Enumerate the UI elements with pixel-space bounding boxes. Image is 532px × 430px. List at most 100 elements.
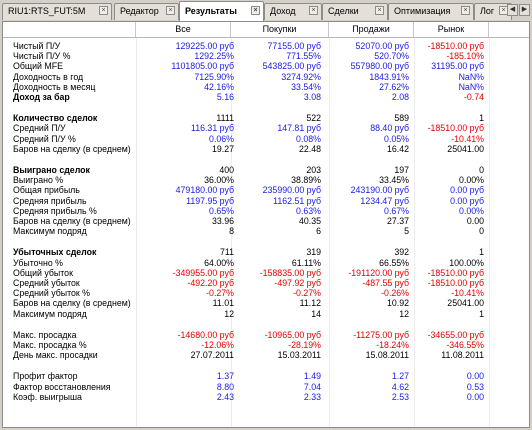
cell-value: 88.40 руб	[370, 123, 409, 134]
column-header[interactable]: Покупки	[231, 22, 329, 37]
tab-label: Оптимизация	[394, 6, 451, 16]
column-header[interactable]: Рынок	[414, 22, 489, 37]
cell-value: 479180.00 руб	[175, 185, 234, 196]
cell-value: 7125.90%	[194, 71, 234, 82]
cell-value: 1292.25%	[194, 51, 234, 62]
column-header[interactable]: Все	[136, 22, 231, 37]
tab-label: Сделки	[328, 6, 359, 16]
section-row: Убыточных сделок 711 319 392 1	[3, 247, 529, 257]
table-row: Общий MFE 1101805.00 руб 543825.00 руб 5579…	[3, 61, 529, 71]
row-label: Максимум подряд	[13, 308, 87, 319]
cell-value: 11.12	[299, 298, 321, 309]
table-row: Средний П/У 116.31 руб 147.81 руб 88.40 руб…	[3, 123, 529, 133]
tab-label: Редактор	[120, 6, 159, 16]
cell-value: 0	[479, 226, 484, 237]
cell-value: 2.08	[391, 92, 409, 102]
table-row: Убыточно % 64.00% 61.11% 66.55% 100.00%	[3, 258, 529, 268]
row-label: Баров на сделку (в среднем)	[13, 216, 131, 226]
cell-value: 0.00	[466, 391, 484, 402]
table-row: Общий убыток -349955.00 руб -158835.00 руб…	[3, 268, 529, 278]
cell-value: 100.00%	[449, 257, 484, 268]
close-icon[interactable]: ×	[166, 6, 175, 15]
cell-value: 4.62	[391, 381, 409, 392]
row-label: Средний П/У	[13, 123, 66, 134]
cell-value: 1197.95 руб	[186, 195, 234, 206]
table-row: Максимум подряд 8 6 5 0	[3, 226, 529, 236]
close-icon[interactable]: ×	[251, 6, 260, 15]
cell-value: 0.08%	[296, 133, 321, 144]
row-label: Убыточных сделок	[13, 247, 97, 258]
cell-value: 42.16%	[204, 81, 234, 92]
cell-value: -10.41%	[451, 133, 484, 144]
row-label: Доходность в месяц	[13, 81, 96, 92]
cell-value: 25041.00	[447, 298, 484, 309]
tab-label: RIU1:RTS_FUT:5M	[8, 6, 86, 16]
table-row: Фактор восстановления 8.80 7.04 4.62 0.53	[3, 382, 529, 392]
cell-value: 19.27	[211, 143, 234, 154]
cell-value: 0.65%	[209, 205, 234, 216]
cell-value: 10.92	[386, 298, 409, 309]
tab-label: Доход	[270, 6, 296, 16]
cell-value: 0.00	[466, 216, 484, 226]
cell-value: 16.42	[386, 143, 409, 154]
cell-value: -12.06%	[201, 340, 234, 350]
row-label: Общий убыток	[13, 267, 73, 278]
cell-value: -18.24%	[376, 340, 409, 350]
cell-value: 235990.00 руб	[262, 185, 321, 196]
cell-value: -18510.00 руб	[427, 41, 484, 51]
cell-value: 197	[394, 165, 409, 175]
column-divider	[136, 38, 137, 427]
cell-value: -11275.00 руб	[353, 329, 409, 340]
scroll-left-icon[interactable]: ◀	[507, 4, 518, 16]
close-icon[interactable]: ×	[461, 6, 470, 15]
tab-income[interactable]: Доход ×	[264, 3, 322, 20]
scroll-right-icon[interactable]: ▶	[519, 4, 530, 16]
cell-value: -191120.00 руб	[348, 267, 409, 278]
cell-value: -158835.00 руб	[259, 267, 321, 278]
column-divider	[489, 38, 490, 427]
table-row: Баров на сделку (в среднем) 33.96 40.35 27.…	[3, 216, 529, 226]
column-header[interactable]: Продажи	[329, 22, 414, 37]
cell-value: 557980.00 руб	[350, 61, 409, 72]
row-label: Средний убыток %	[13, 288, 91, 299]
tab-trades[interactable]: Сделки ×	[322, 3, 388, 20]
cell-value: 22.48	[298, 143, 321, 154]
cell-value: 1111	[216, 113, 234, 124]
close-icon[interactable]: ×	[375, 6, 384, 15]
cell-value: 1843.91%	[369, 71, 409, 82]
cell-value: -487.55 руб	[362, 278, 409, 288]
cell-value: 11.01	[212, 298, 234, 309]
row-label: Количество сделок	[13, 113, 98, 124]
cell-value: 0.67%	[384, 205, 409, 216]
row-label: Коэф. выигрыша	[13, 391, 82, 402]
tab-riu1-rts-fut[interactable]: RIU1:RTS_FUT:5M ×	[2, 3, 112, 20]
cell-value: 66.55%	[379, 257, 409, 268]
cell-value: 3.08	[303, 92, 321, 102]
cell-value: 1	[479, 308, 484, 319]
table-row: Макс. просадка % -12.06% -28.19% -18.24% -34…	[3, 340, 529, 350]
row-label: Убыточно %	[13, 257, 63, 268]
cell-value: 12	[399, 308, 409, 319]
cell-value: -0.26%	[381, 288, 409, 299]
tab-optimization[interactable]: Оптимизация ×	[388, 3, 474, 20]
tab-results[interactable]: Результаты ×	[179, 1, 264, 21]
cell-value: 2.33	[303, 391, 321, 402]
cell-value: 0	[479, 165, 484, 175]
close-icon[interactable]: ×	[309, 6, 318, 15]
cell-value: -497.92 руб	[274, 278, 321, 288]
table-row: Доходность в год 7125.90% 3274.92% 1843.91%…	[3, 72, 529, 82]
column-divider	[414, 38, 415, 427]
cell-value: 243190.00 руб	[350, 185, 409, 196]
row-label: День макс. просадки	[13, 350, 98, 361]
table-row: Общая прибыль 479180.00 руб 235990.00 руб 2…	[3, 185, 529, 195]
close-icon[interactable]: ×	[99, 6, 108, 15]
cell-value: 3274.92%	[281, 71, 321, 82]
table-row: Выиграно % 36.00% 38.89% 33.45% 0.00%	[3, 175, 529, 185]
column-divider	[329, 38, 330, 427]
cell-value: -0.27%	[206, 288, 234, 299]
tab-editor[interactable]: Редактор ×	[114, 3, 179, 20]
cell-value: 543825.00 руб	[262, 61, 321, 72]
table-row: Чистый П/У % 1292.25% 771.55% 520.70% -185.1…	[3, 51, 529, 61]
table-row: Средний убыток -492.20 руб -497.92 руб -487…	[3, 278, 529, 288]
cell-value: 15.03.2011	[277, 350, 321, 361]
